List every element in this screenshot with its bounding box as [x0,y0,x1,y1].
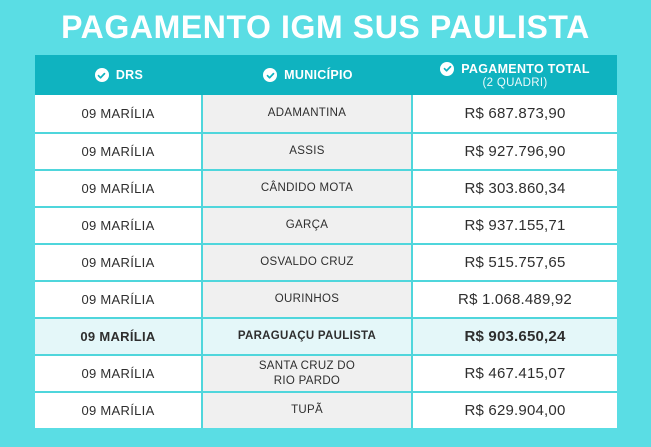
cell-municipio: TUPÃ [203,393,413,428]
cell-pagamento-total: R$ 903.650,24 [413,319,617,354]
cell-pagamento-total: R$ 515.757,65 [413,245,617,280]
cell-drs: 09 MARÍLIA [35,208,203,243]
cell-drs: 09 MARÍLIA [35,134,203,169]
cell-municipio: OSVALDO CRUZ [203,245,413,280]
cell-drs: 09 MARÍLIA [35,95,203,132]
table-row: 09 MARÍLIA CÂNDIDO MOTA R$ 303.860,34 [35,169,617,206]
column-header-label: MUNICÍPIO [284,68,353,82]
cell-drs: 09 MARÍLIA [35,393,203,428]
cell-municipio: CÂNDIDO MOTA [203,171,413,206]
cell-drs: 09 MARÍLIA [35,171,203,206]
column-header-municipio: MUNICÍPIO [203,55,413,95]
table-row: 09 MARÍLIA OURINHOS R$ 1.068.489,92 [35,280,617,317]
cell-municipio: PARAGUAÇU PAULISTA [203,319,413,354]
table-row: 09 MARÍLIA TUPÃ R$ 629.904,00 [35,391,617,428]
table-row: 09 MARÍLIA SANTA CRUZ DO RIO PARDO R$ 46… [35,354,617,391]
cell-municipio: ASSIS [203,134,413,169]
table-body: 09 MARÍLIA ADAMANTINA R$ 687.873,90 09 M… [35,95,617,428]
cell-drs: 09 MARÍLIA [35,319,203,354]
table-row: 09 MARÍLIA PARAGUAÇU PAULISTA R$ 903.650… [35,317,617,354]
cell-pagamento-total: R$ 1.068.489,92 [413,282,617,317]
column-header-main-line: PAGAMENTO TOTAL [440,61,590,76]
cell-pagamento-total: R$ 687.873,90 [413,95,617,132]
cell-pagamento-total: R$ 467.415,07 [413,356,617,391]
cell-drs: 09 MARÍLIA [35,356,203,391]
table-row: 09 MARÍLIA GARÇA R$ 937.155,71 [35,206,617,243]
cell-drs: 09 MARÍLIA [35,282,203,317]
cell-pagamento-total: R$ 629.904,00 [413,393,617,428]
cell-municipio: SANTA CRUZ DO RIO PARDO [203,356,413,391]
cell-municipio: GARÇA [203,208,413,243]
cell-pagamento-total: R$ 937.155,71 [413,208,617,243]
check-circle-icon [263,68,278,82]
column-header-pagamento-total: PAGAMENTO TOTAL (2 QUADRI) [413,55,617,95]
cell-drs: 09 MARÍLIA [35,245,203,280]
cell-municipio: OURINHOS [203,282,413,317]
cell-municipio: ADAMANTINA [203,95,413,132]
check-circle-icon [440,61,455,76]
cell-pagamento-total: R$ 927.796,90 [413,134,617,169]
column-header-label: DRS [115,68,144,82]
cell-pagamento-total: R$ 303.860,34 [413,171,617,206]
payment-table: DRS MUNICÍPIO PAGAMENTO TOTAL (2 QUADRI) [35,55,617,428]
check-circle-icon [94,68,109,82]
table-row: 09 MARÍLIA ADAMANTINA R$ 687.873,90 [35,95,617,132]
table-row: 09 MARÍLIA OSVALDO CRUZ R$ 515.757,65 [35,243,617,280]
column-header-label: PAGAMENTO TOTAL [461,61,590,76]
column-header-sublabel: (2 QUADRI) [482,76,548,89]
table-row: 09 MARÍLIA ASSIS R$ 927.796,90 [35,132,617,169]
column-header-drs: DRS [35,55,203,95]
page-title: PAGAMENTO IGM SUS PAULISTA [61,9,590,45]
table-header-row: DRS MUNICÍPIO PAGAMENTO TOTAL (2 QUADRI) [35,55,617,95]
